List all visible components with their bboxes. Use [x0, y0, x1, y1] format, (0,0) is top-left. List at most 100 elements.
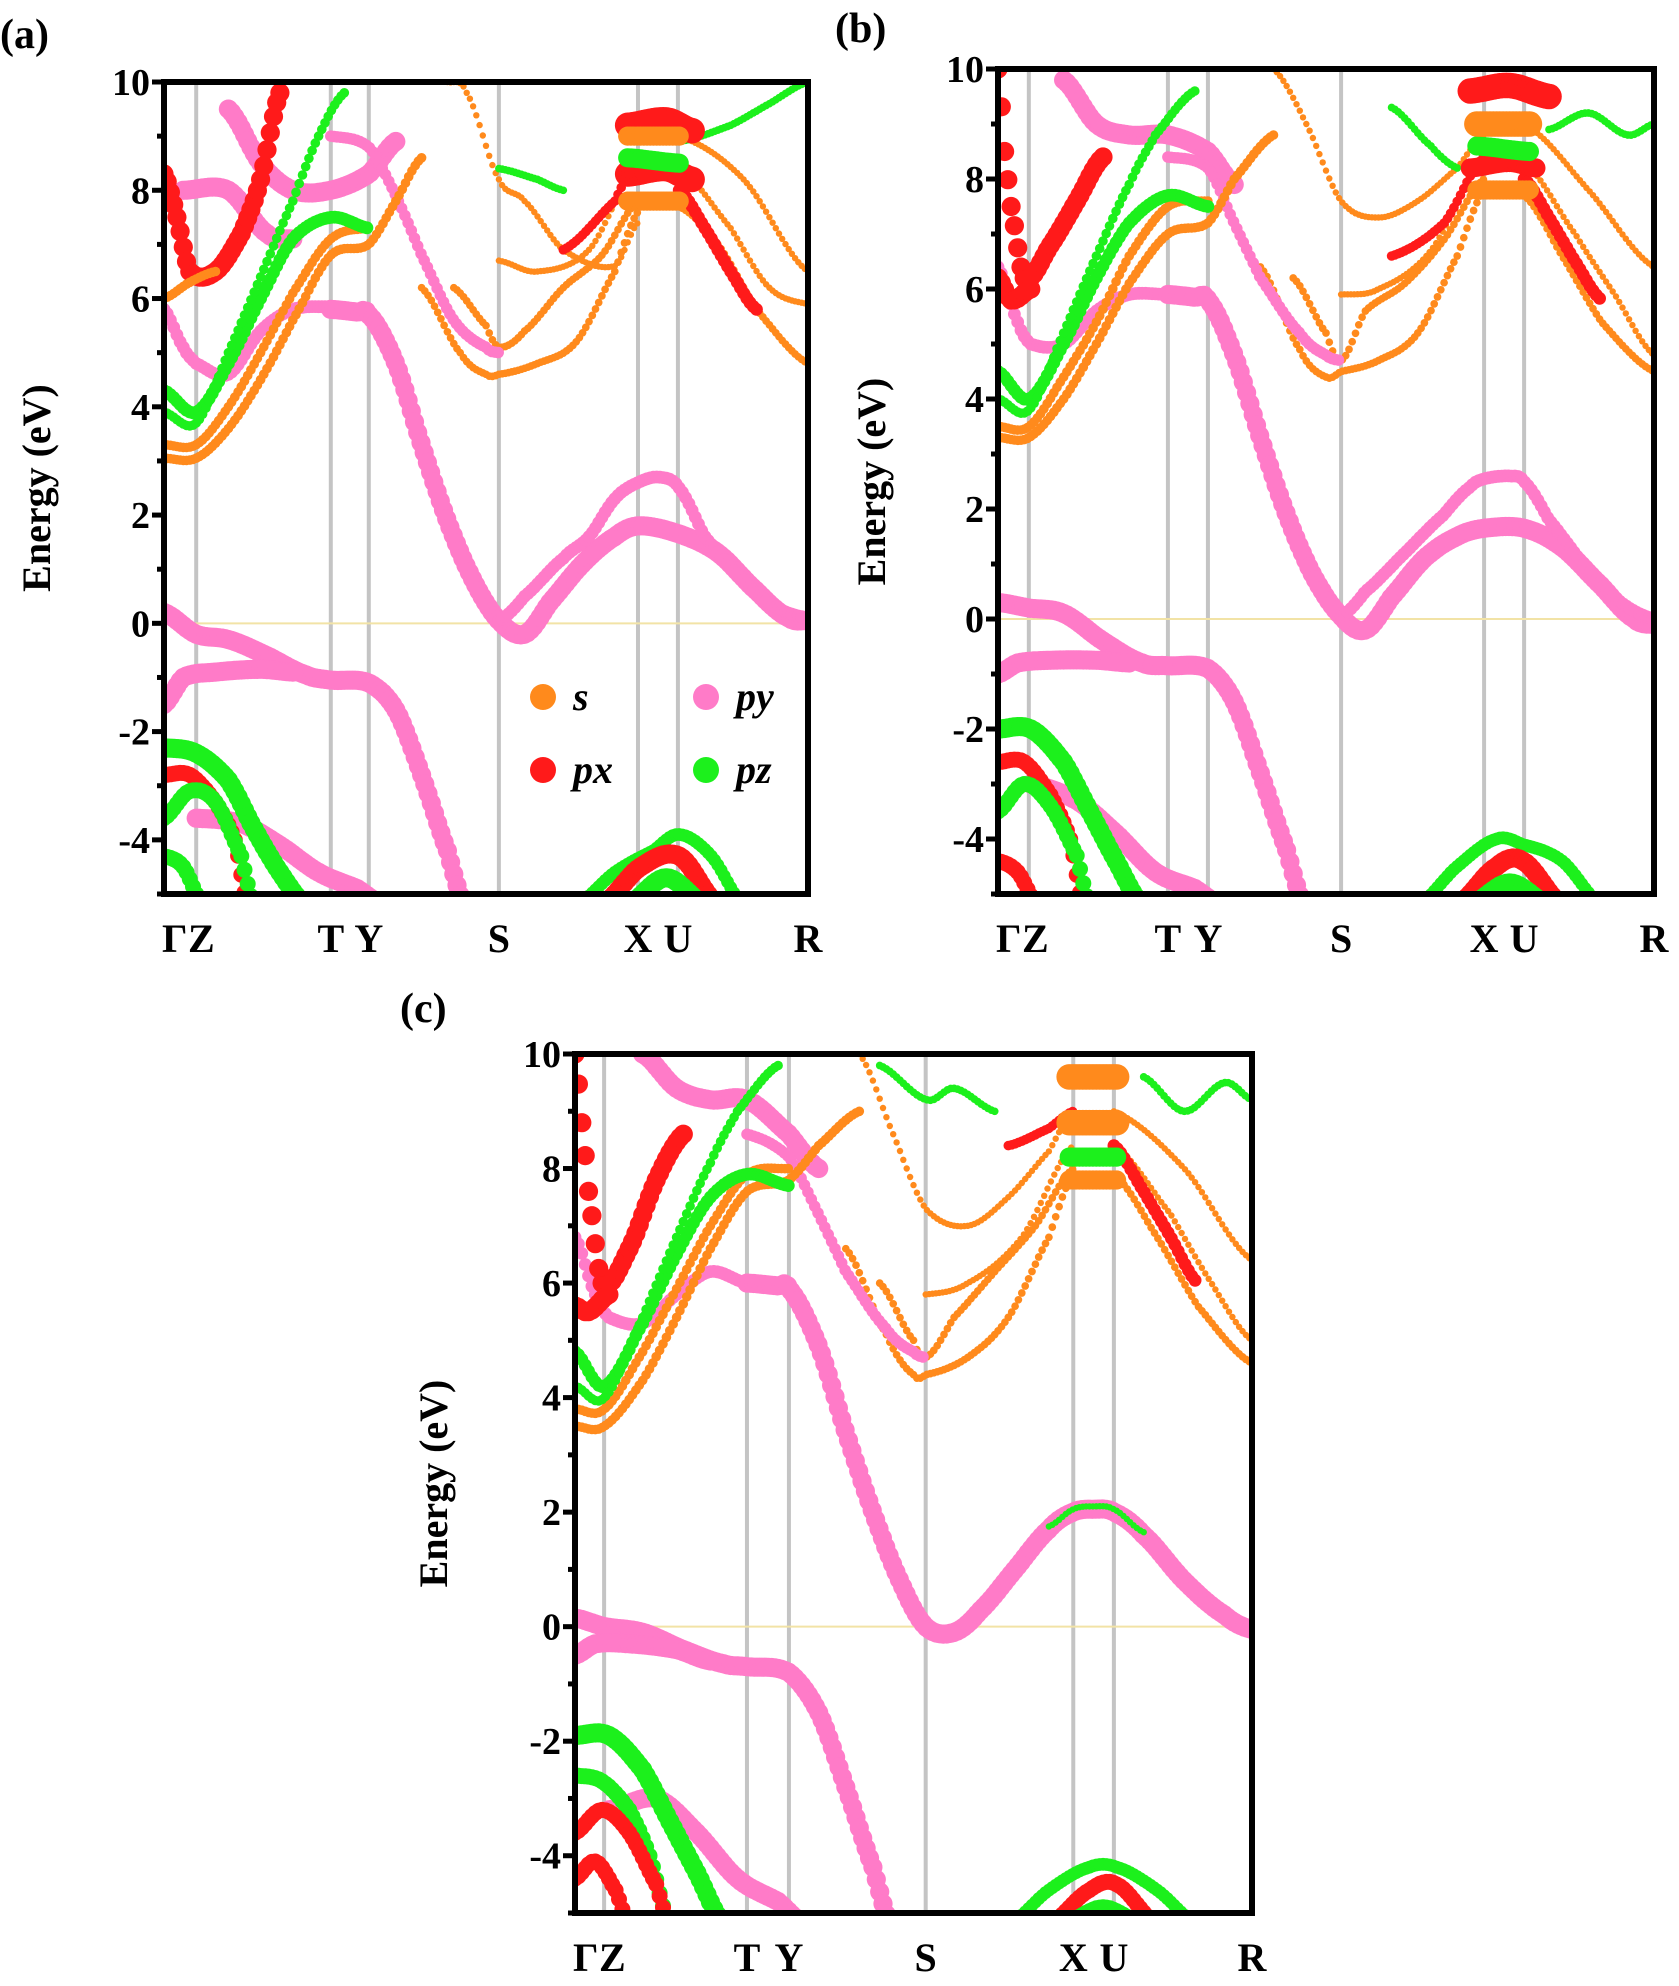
band-dot	[769, 220, 775, 226]
band-dot	[1557, 208, 1563, 214]
band-pz	[988, 717, 1152, 915]
band-dot	[1348, 338, 1356, 346]
band-dot	[1411, 899, 1424, 912]
band-dot	[1031, 1214, 1037, 1220]
band-dot	[1107, 1148, 1126, 1167]
band-dot	[1526, 888, 1545, 907]
band-dot	[1195, 1259, 1201, 1265]
band-dot	[627, 222, 635, 230]
band-dot	[708, 895, 727, 914]
band-dot	[1042, 370, 1052, 380]
band-dot	[582, 1206, 601, 1225]
band-dot	[1028, 1268, 1036, 1276]
band-dot	[464, 90, 470, 96]
x-tick-label: T	[1155, 916, 1182, 961]
y-tick-label: 0	[131, 603, 150, 645]
band-dot	[784, 1164, 794, 1174]
band-pz	[1545, 109, 1658, 139]
y-tick-label: 6	[965, 269, 984, 311]
band-dot	[750, 303, 763, 316]
band-dot	[386, 132, 405, 151]
band-dot	[628, 1336, 638, 1346]
band-dot	[1313, 143, 1319, 149]
band-s	[1467, 180, 1539, 199]
band-dot	[873, 1086, 879, 1092]
band-dot	[1045, 1233, 1053, 1241]
band-dot	[1322, 329, 1330, 337]
band-dot	[1440, 279, 1448, 287]
band-dot	[283, 663, 302, 682]
band-s	[1270, 66, 1486, 221]
band-dot	[1051, 1171, 1057, 1177]
band-dot	[1041, 1193, 1047, 1199]
band-dot	[1002, 197, 1021, 216]
band-dot	[1189, 1274, 1202, 1287]
band-py	[988, 650, 1138, 683]
band-dot	[887, 1123, 893, 1129]
band-dot	[624, 1344, 634, 1354]
band-dot	[1021, 279, 1040, 298]
y-axis-label: Energy (eV)	[849, 378, 894, 586]
band-dot	[602, 220, 608, 226]
band-dot	[1447, 265, 1455, 273]
band-dot	[1168, 1212, 1174, 1218]
band-dot	[782, 1179, 795, 1192]
band-dot	[914, 1190, 920, 1196]
band-dot	[855, 1269, 863, 1277]
band-dot	[1283, 83, 1289, 89]
band-dot	[998, 170, 1017, 189]
x-tick-label: Z	[599, 1935, 626, 1980]
band-dot	[1053, 1136, 1059, 1142]
band-dot	[261, 123, 280, 142]
band-py	[187, 809, 393, 915]
band-dot	[863, 1062, 869, 1068]
band-dot	[904, 1165, 910, 1171]
band-dot	[1052, 1213, 1060, 1221]
band-dot	[195, 897, 211, 913]
y-tick-label: 10	[112, 62, 150, 104]
band-dot	[492, 347, 504, 359]
band-dot	[1539, 895, 1558, 914]
band-dot	[1046, 1148, 1052, 1154]
band-dot	[573, 897, 586, 910]
band-dot	[992, 97, 1011, 116]
x-tick-label: Y	[354, 916, 383, 961]
band-dot	[1430, 300, 1438, 308]
band-dot	[618, 895, 637, 914]
band-dot	[855, 1107, 865, 1117]
band-dot	[910, 1182, 916, 1188]
band-dot	[1034, 1207, 1040, 1213]
band-dot	[884, 1921, 903, 1940]
band-dot	[766, 214, 772, 220]
band-dot	[866, 1069, 872, 1075]
band-py	[741, 1128, 929, 1362]
band-dot	[1466, 215, 1474, 223]
band-dot	[1520, 142, 1539, 161]
band-dot	[1211, 895, 1230, 914]
band-dot	[917, 1196, 923, 1202]
band-dot	[870, 1077, 876, 1083]
band-dot	[1216, 1216, 1222, 1222]
band-dot	[900, 1157, 906, 1163]
band-dot	[1048, 1178, 1054, 1184]
band-dot	[893, 1307, 901, 1315]
band-dot	[496, 176, 502, 182]
band-dot	[1554, 203, 1560, 209]
band-dot	[1069, 848, 1085, 864]
band-dot	[291, 188, 301, 198]
band-dot	[1178, 1230, 1184, 1236]
band-dot	[731, 230, 737, 236]
band-dot	[1309, 306, 1317, 314]
band-dot	[1172, 1218, 1178, 1224]
band-dot	[480, 132, 486, 138]
band-dot	[1185, 1242, 1191, 1248]
band-dot	[1027, 1220, 1033, 1226]
band-dot	[1326, 175, 1332, 181]
band-dot	[454, 894, 473, 913]
band-dot	[1133, 895, 1152, 914]
band-dot	[592, 305, 600, 313]
y-tick-label: -4	[952, 819, 984, 861]
band-dot	[1310, 135, 1316, 141]
